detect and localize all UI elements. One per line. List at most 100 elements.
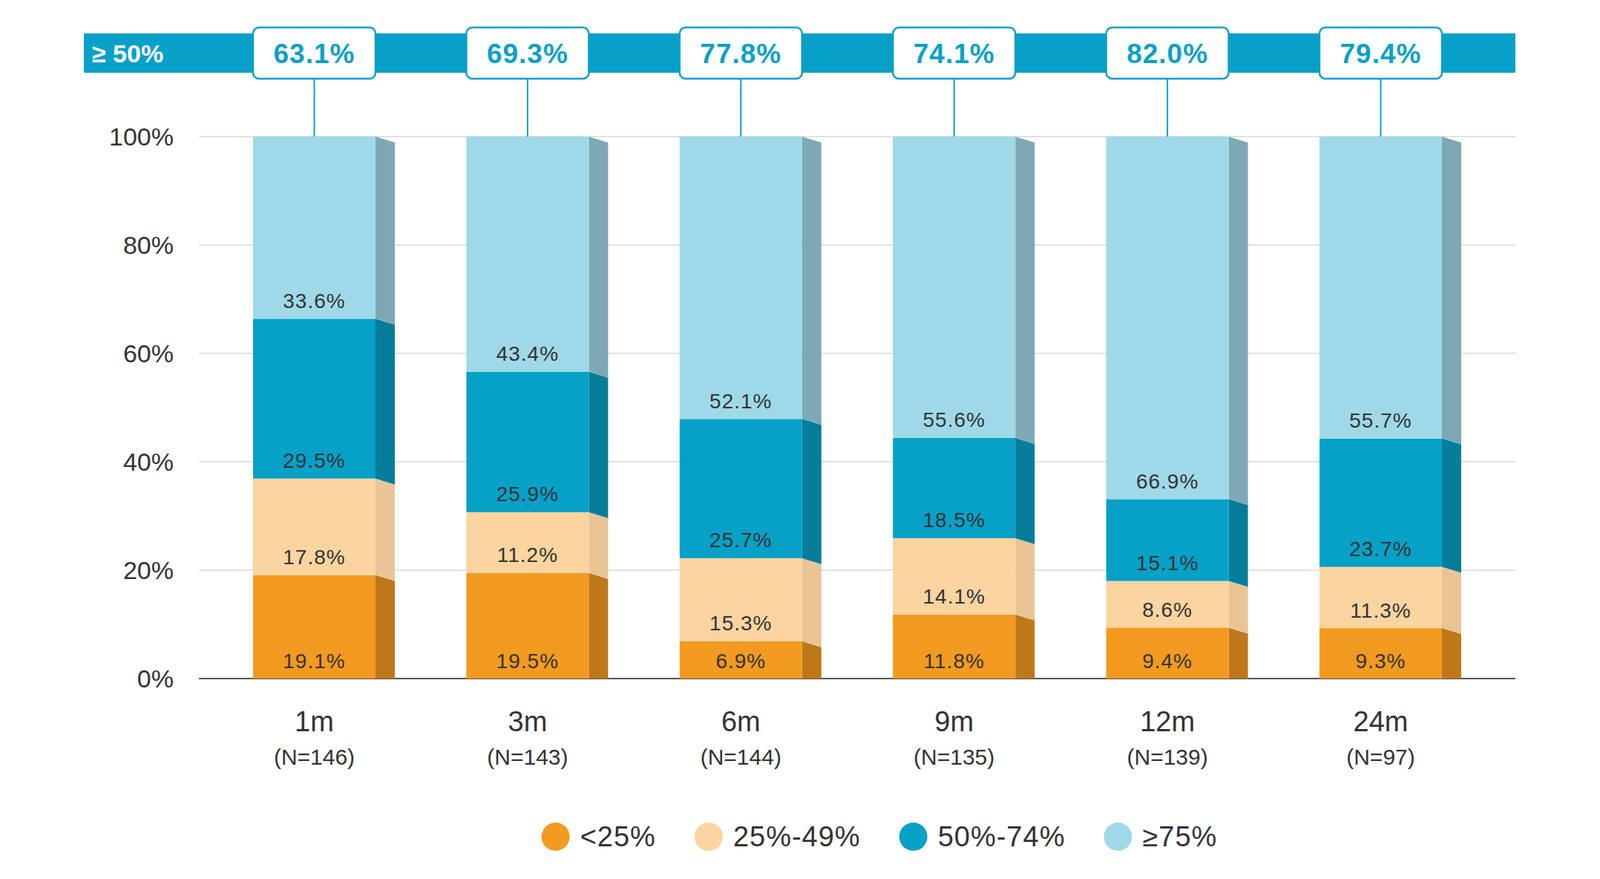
y-tick-label: 40% — [123, 447, 174, 476]
data-label: 19.1% — [282, 649, 346, 673]
bar — [466, 136, 589, 372]
annotation-box — [679, 27, 803, 79]
y-tick-label: 80% — [123, 230, 174, 259]
bar — [253, 478, 376, 576]
bars — [253, 136, 1462, 679]
data-label: 33.6% — [282, 289, 346, 313]
legend-label: 50%-74% — [938, 820, 1066, 852]
data-label: 55.6% — [922, 408, 985, 432]
bar — [1319, 566, 1442, 628]
x-tick-label: 12m — [1139, 705, 1195, 737]
bar — [253, 575, 376, 679]
y-tick-label: 0% — [137, 664, 174, 693]
annotation-box — [1319, 27, 1442, 79]
bar-side — [375, 136, 395, 325]
annotation-band-label: ≥ 50% — [92, 39, 164, 68]
bar-side — [1015, 614, 1035, 679]
grid-line — [198, 460, 1516, 463]
bar-side — [588, 512, 608, 579]
bar-side — [1441, 438, 1462, 573]
x-tick-sublabel: (N=143) — [486, 744, 568, 769]
data-labels: 19.1%19.5%6.9%11.8%9.4%9.3%17.8%11.2%15.… — [282, 289, 1412, 673]
x-tick-sublabel: (N=135) — [913, 744, 995, 769]
y-tick-label: 60% — [123, 339, 174, 368]
legend-marker — [694, 822, 723, 851]
annotation-text: 63.1% — [273, 38, 356, 70]
data-label: 15.1% — [1136, 551, 1199, 575]
bar — [466, 572, 589, 679]
bar — [1319, 438, 1442, 567]
data-label: 14.1% — [922, 584, 985, 608]
bar-side — [375, 318, 395, 484]
grid-line — [198, 569, 1516, 571]
bar-side — [1015, 538, 1035, 621]
data-label: 11.3% — [1349, 598, 1411, 622]
legend-label: ≥75% — [1142, 820, 1218, 852]
x-tick-sublabel: (N=139) — [1126, 744, 1208, 769]
legend: <25% 25%-49% 50%-74% ≥75% — [541, 820, 1218, 852]
bar — [679, 641, 803, 679]
annotation-text: 79.4% — [1340, 38, 1422, 70]
annotation-connector — [953, 78, 956, 137]
bar-side — [1015, 437, 1035, 544]
data-label: 66.9% — [1136, 469, 1199, 493]
data-label: 18.5% — [922, 508, 985, 532]
data-label: 6.9% — [715, 649, 766, 673]
x-tick-sublabel: (N=146) — [273, 744, 355, 769]
x-tick-label: 24m — [1353, 705, 1409, 737]
bar-side — [1015, 136, 1035, 444]
annotation-connector — [526, 78, 529, 137]
bar-side — [588, 136, 608, 378]
bar — [679, 136, 803, 419]
bar-side — [802, 418, 822, 565]
x-tick-label: 1m — [294, 705, 334, 737]
annotation-text: 82.0% — [1126, 38, 1209, 70]
bar — [892, 614, 1016, 679]
chart: 0%20%40%60%80%100%19.1%19.5%6.9%11.8%9.4… — [0, 0, 1600, 879]
bar — [253, 318, 376, 478]
bar — [679, 558, 803, 642]
y-tick-label: 20% — [123, 555, 174, 585]
data-label: 43.4% — [496, 342, 559, 366]
bar — [892, 538, 1016, 615]
data-label: 23.7% — [1349, 537, 1412, 561]
bar — [892, 437, 1016, 539]
bar-side — [1441, 136, 1462, 445]
data-label: 19.5% — [496, 649, 559, 673]
data-label: 55.7% — [1349, 408, 1412, 432]
grid-line — [198, 352, 1516, 354]
annotation-box — [253, 27, 376, 79]
data-label: 25.7% — [709, 528, 772, 552]
data-label: 11.2% — [497, 543, 559, 567]
bar — [1319, 136, 1442, 439]
bar-side — [1228, 498, 1249, 587]
legend-label: <25% — [580, 820, 657, 852]
data-label: 15.3% — [709, 611, 772, 635]
bar-side — [375, 575, 395, 679]
x-tick-sublabel: (N=97) — [1346, 744, 1416, 769]
bar-side — [588, 572, 608, 679]
bar — [466, 371, 589, 513]
data-label: 8.6% — [1142, 598, 1193, 622]
annotation-box — [892, 27, 1016, 79]
x-tick-sublabel: (N=144) — [700, 744, 782, 769]
bar-side — [802, 641, 822, 679]
bar — [1106, 581, 1229, 628]
bar-side — [375, 478, 395, 582]
x-tick-label: 6m — [721, 705, 761, 737]
grid-line — [198, 244, 1516, 246]
bar-side — [588, 371, 608, 518]
data-label: 29.5% — [282, 448, 346, 472]
bar — [1106, 627, 1229, 679]
bar-side — [1228, 581, 1249, 634]
annotation-text: 77.8% — [699, 38, 782, 70]
x-tick-label: 9m — [934, 705, 974, 737]
annotation-connector — [313, 78, 316, 137]
annotation-text: 69.3% — [486, 38, 569, 70]
annotation-box — [1106, 27, 1229, 79]
bar-side — [802, 558, 822, 648]
x-axis-line — [198, 677, 1516, 680]
bar — [1106, 136, 1229, 499]
annotation-connector — [1166, 78, 1169, 137]
legend-label: 25%-49% — [733, 820, 861, 852]
